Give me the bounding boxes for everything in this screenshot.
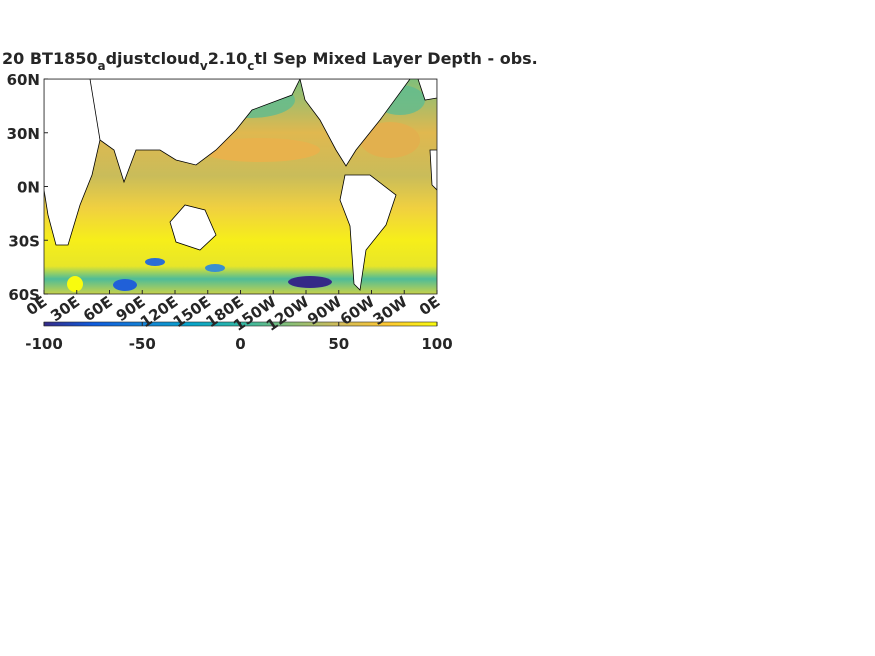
- x-tick-label: 0E: [416, 293, 443, 320]
- eurasia: [89, 79, 301, 184]
- field-patch: [360, 122, 420, 158]
- title-subscript: v: [200, 59, 208, 73]
- land: [44, 79, 437, 291]
- colorbar-tick-label: 100: [421, 335, 452, 353]
- title-text: 20 BT1850: [2, 49, 97, 68]
- title-subscript: a: [97, 59, 105, 73]
- field-patch: [200, 138, 320, 162]
- y-tick-label: 30N: [7, 125, 40, 143]
- x-tick-label: 60E: [80, 293, 116, 326]
- field-patch: [113, 279, 137, 291]
- y-tick-label: 30S: [8, 232, 40, 250]
- y-tick-label: 0N: [17, 179, 40, 197]
- map-field: [44, 79, 437, 294]
- field-patch: [288, 276, 332, 288]
- y-tick-label: 60S: [8, 286, 40, 304]
- title-text: tl Sep Mixed Layer Depth - obs.: [254, 49, 537, 68]
- x-tick-label: 30E: [47, 293, 83, 326]
- field-patch: [67, 276, 83, 292]
- title: 20 BT1850adjustcloudv2.10ctl Sep Mixed L…: [2, 49, 538, 73]
- colorbar-tick-label: -100: [25, 335, 63, 353]
- field-patch: [205, 264, 225, 272]
- colorbar-tick-label: 0: [235, 335, 245, 353]
- title-text: djustcloud: [106, 49, 200, 68]
- field-patch: [145, 258, 165, 266]
- africa-west: [429, 149, 437, 191]
- north-america: [299, 79, 411, 167]
- title-subscript: c: [247, 59, 254, 73]
- greenland: [417, 79, 437, 101]
- colorbar-tick-label: 50: [328, 335, 349, 353]
- y-tick-label: 60N: [7, 71, 40, 89]
- title-text: 2.10: [208, 49, 247, 68]
- colorbar-tick-label: -50: [129, 335, 156, 353]
- south-america: [339, 174, 397, 291]
- australia: [169, 204, 217, 251]
